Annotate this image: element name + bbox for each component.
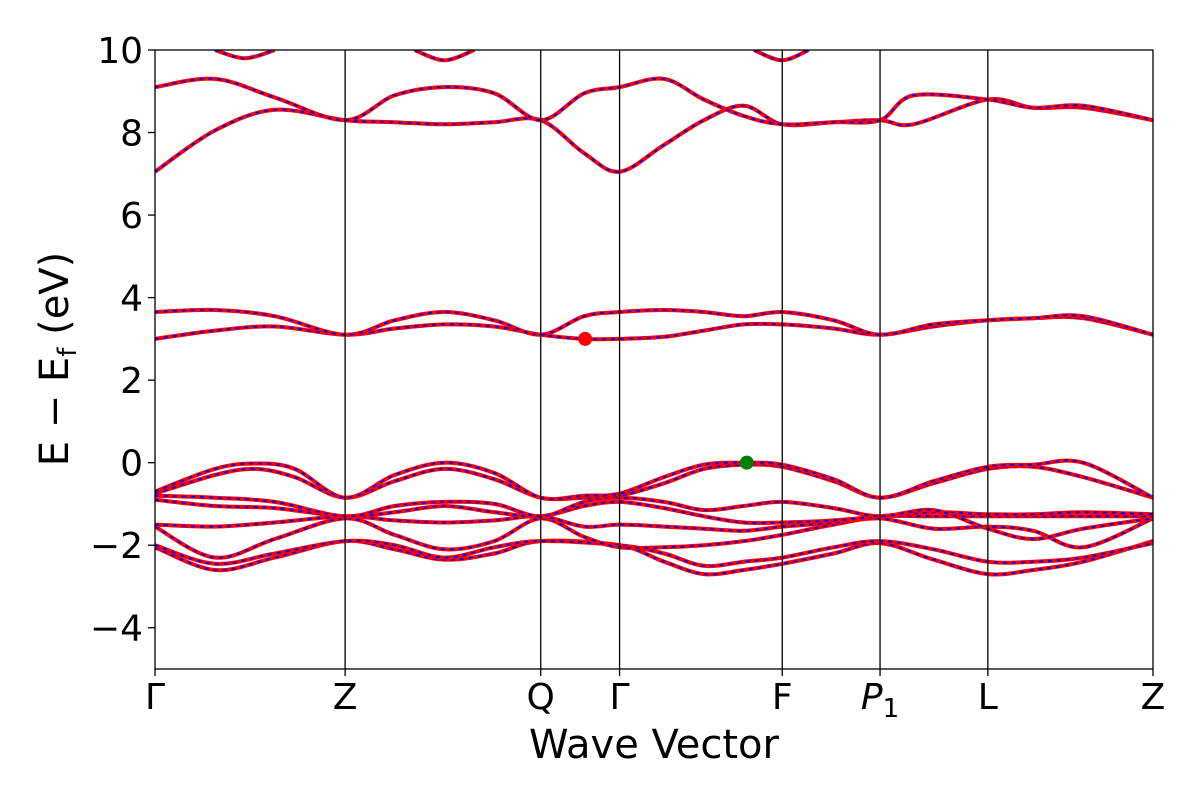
x-tick-label: L (978, 677, 998, 718)
band-line-blue-dashed (155, 77, 1153, 126)
y-tick-label: 6 (120, 196, 143, 237)
x-tick-label-sub: 1 (883, 694, 900, 724)
bands-layer (155, 50, 1153, 577)
kpoint-lines (344, 50, 989, 669)
x-tick-label: Γ (145, 677, 165, 718)
y-axis-title-sub: f (53, 347, 83, 357)
x-tick-label-main: F (772, 677, 793, 718)
band-14 (413, 50, 476, 63)
x-tick-label: P1 (861, 677, 899, 724)
band-line-blue-dashed (155, 539, 1153, 568)
band-12 (155, 76, 1153, 127)
x-tick-label: Q (527, 677, 555, 718)
x-tick-label: Γ (610, 677, 630, 718)
x-axis: Γ Z Q Γ F P1 L Z (145, 669, 1165, 724)
band-line-blue-dashed (155, 498, 1153, 525)
x-tick-label: Z (333, 677, 358, 718)
x-tick-label-main: Γ (610, 677, 630, 718)
x-tick-label-main: Q (527, 677, 555, 718)
y-tick-label: −2 (90, 526, 143, 567)
markers-layer (578, 331, 754, 470)
x-tick-label-main: P (861, 677, 883, 718)
plot-frame (154, 49, 1154, 670)
band-line-blue-dashed (155, 308, 1153, 336)
y-tick-label: 0 (120, 444, 143, 485)
x-tick-label-main: Γ (145, 677, 165, 718)
y-axis: −4 −2 0 2 4 6 8 10 (90, 31, 155, 650)
band-10 (155, 307, 1153, 337)
x-tick-label: Z (1141, 677, 1166, 718)
x-axis-title: Wave Vector (529, 722, 780, 768)
band-line-blue-dashed (155, 459, 1153, 501)
y-tick-label: 2 (120, 361, 143, 402)
x-tick-label: F (772, 677, 793, 718)
y-tick-label: 4 (120, 279, 143, 320)
x-tick-label-main: Z (333, 677, 358, 718)
band-line-blue-dashed (214, 50, 276, 60)
band-2 (155, 538, 1153, 569)
band-line-blue-dashed (155, 517, 1153, 559)
band-line-blue-dashed (155, 463, 1153, 501)
band-edge-marker (578, 331, 593, 346)
band-edge-marker (739, 455, 754, 470)
band-line-red (155, 493, 1153, 541)
y-tick-label: 10 (97, 31, 143, 72)
band-13 (214, 50, 276, 61)
y-axis-title-main: E − E (32, 357, 78, 467)
band-8 (155, 458, 1153, 502)
x-tick-label-main: Z (1141, 677, 1166, 718)
y-tick-label: 8 (120, 114, 143, 155)
band-line-blue-dashed (414, 50, 475, 62)
y-tick-label: −4 (90, 609, 143, 650)
y-axis-title-unit: (eV) (32, 252, 78, 348)
band-7 (155, 462, 1153, 502)
y-axis-title: E − Ef (eV) (32, 252, 83, 467)
x-tick-label-main: L (978, 677, 998, 718)
band-6 (155, 493, 1153, 541)
